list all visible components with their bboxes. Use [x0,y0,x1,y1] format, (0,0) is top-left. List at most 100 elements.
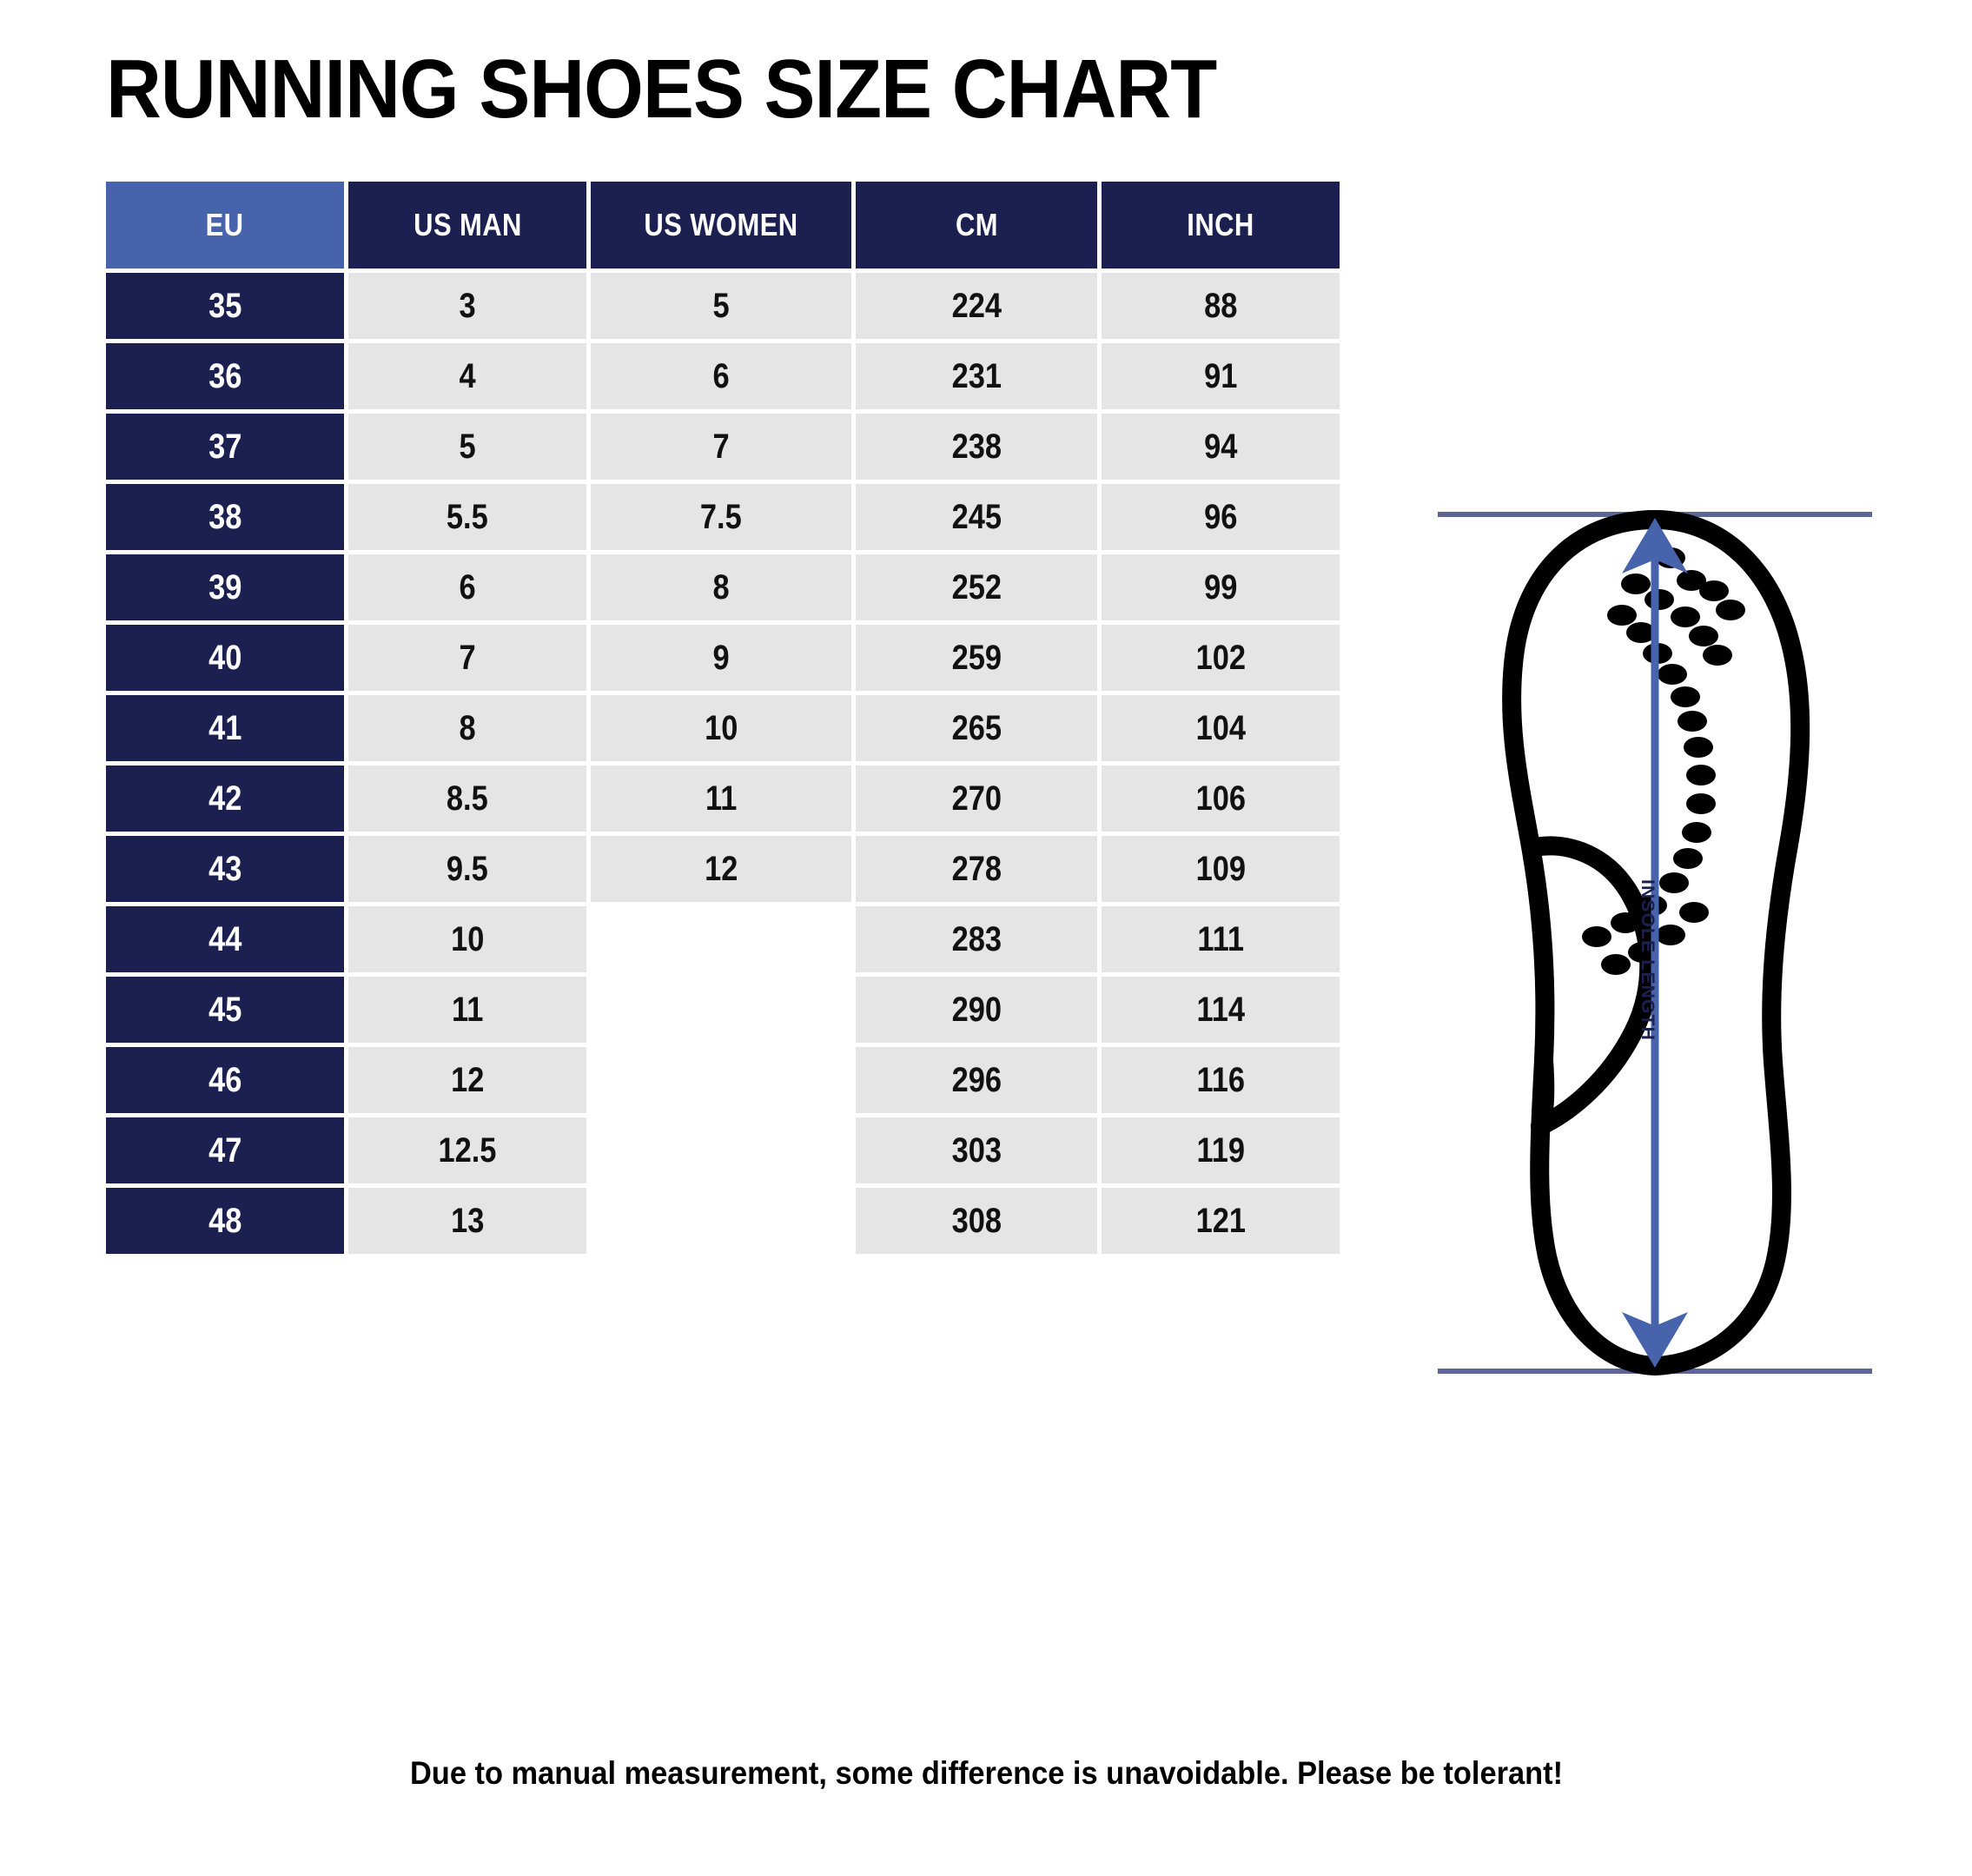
column-header-eu: EU [106,182,344,268]
cell-cm-value: 259 [951,638,1002,677]
cell-cm-value: 238 [951,427,1002,466]
cell-us-man-value: 3 [459,286,476,325]
cell-us-man-value: 13 [450,1201,485,1240]
cell-us-man: 9.5 [348,836,586,902]
cell-us-man-value: 8.5 [447,779,488,818]
cell-inch: 102 [1102,625,1340,691]
cell-eu-value: 37 [208,427,242,466]
cell-cm: 259 [856,625,1097,691]
cell-inch-value: 109 [1195,849,1246,888]
cell-us-man: 5 [348,414,586,480]
cell-us-man-value: 8 [459,708,476,747]
cell-cm-value: 303 [951,1130,1002,1170]
cell-cm-value: 290 [951,990,1002,1029]
cell-us-man: 8 [348,695,586,761]
cell-eu-value: 41 [208,708,242,747]
cell-us-man-value: 9.5 [447,849,488,888]
cell-cm-value: 283 [951,919,1002,958]
cell-eu: 44 [106,906,344,972]
table-row: 48 13 308 121 [106,1188,1340,1254]
cell-us-women: 8 [591,554,851,620]
cell-us-women: 10 [591,695,851,761]
cell-us-women: 7.5 [591,484,851,550]
cell-inch-value: 116 [1196,1060,1245,1099]
table-row: 41 8 10 265 104 [106,695,1340,761]
cell-cm-value: 278 [951,849,1002,888]
insole-arch-line [1525,836,1659,1136]
column-header-us-women: US WOMEN [591,182,851,268]
table-row: 42 8.5 11 270 106 [106,766,1340,832]
cell-eu: 43 [106,836,344,902]
cell-us-man-value: 5 [459,427,476,466]
cell-inch: 99 [1102,554,1340,620]
page-title: RUNNING SHOES SIZE CHART [106,43,1217,136]
cell-us-women [591,906,851,972]
perforation-dots [1582,547,1745,975]
cell-cm: 283 [856,906,1097,972]
cell-inch-value: 102 [1195,638,1246,677]
cell-inch: 116 [1102,1047,1340,1113]
cell-inch-value: 91 [1203,356,1238,395]
insole-length-arrow-head-top [1622,518,1688,573]
cell-eu: 46 [106,1047,344,1113]
cell-us-man-value: 4 [459,356,476,395]
cell-cm: 224 [856,273,1097,339]
cell-cm: 278 [856,836,1097,902]
measurement-disclaimer: Due to manual measurement, some differen… [409,1755,1563,1791]
cell-us-women: 5 [591,273,851,339]
cell-inch: 109 [1102,836,1340,902]
cell-eu-value: 44 [208,919,242,958]
cell-inch-value: 104 [1195,708,1246,747]
column-header-inch: INCH [1102,182,1340,268]
cell-eu: 40 [106,625,344,691]
cell-us-women: 12 [591,836,851,902]
cell-inch-value: 106 [1195,779,1246,818]
cell-us-man-value: 5.5 [447,497,488,536]
cell-us-man: 10 [348,906,586,972]
cell-inch: 114 [1102,977,1340,1043]
cell-us-man: 12.5 [348,1117,586,1183]
cell-eu-value: 39 [208,567,242,607]
cell-eu-value: 35 [208,286,242,325]
cell-us-women-value: 6 [712,356,730,395]
cell-cm-value: 252 [951,567,1002,607]
cell-cm: 231 [856,343,1097,409]
cell-us-women: 9 [591,625,851,691]
table-row: 39 6 8 252 99 [106,554,1340,620]
cell-cm: 265 [856,695,1097,761]
cell-inch: 121 [1102,1188,1340,1254]
cell-eu-value: 42 [208,779,242,818]
cell-inch: 96 [1102,484,1340,550]
table-row: 37 5 7 238 94 [106,414,1340,480]
table-row: 46 12 296 116 [106,1047,1340,1113]
cell-us-man-value: 7 [459,638,476,677]
cell-us-women [591,1117,851,1183]
cell-eu-value: 43 [208,849,242,888]
cell-us-women-value: 10 [704,708,738,747]
table-body: 35 3 5 224 88 36 4 6 231 91 37 5 7 238 94 38 5.5 7.5 245 96… [106,273,1340,1254]
cell-us-women-value: 7.5 [700,497,742,536]
cell-eu: 48 [106,1188,344,1254]
cell-cm: 252 [856,554,1097,620]
cell-cm-value: 308 [951,1201,1002,1240]
cell-us-women-value: 11 [705,779,738,818]
cell-inch-value: 94 [1203,427,1238,466]
insole-diagram [1438,504,1872,1382]
cell-us-man-value: 12 [450,1060,485,1099]
table-row: 44 10 283 111 [106,906,1340,972]
cell-cm: 245 [856,484,1097,550]
cell-cm-value: 265 [951,708,1002,747]
table-row: 36 4 6 231 91 [106,343,1340,409]
cell-eu: 38 [106,484,344,550]
cell-us-women [591,1047,851,1113]
cell-inch: 119 [1102,1117,1340,1183]
table-row: 43 9.5 12 278 109 [106,836,1340,902]
cell-cm-value: 231 [951,356,1002,395]
cell-us-man-value: 12.5 [438,1130,497,1170]
cell-eu: 45 [106,977,344,1043]
cell-us-man: 11 [348,977,586,1043]
cell-inch-value: 88 [1203,286,1238,325]
cell-cm: 296 [856,1047,1097,1113]
cell-eu: 36 [106,343,344,409]
cell-eu: 39 [106,554,344,620]
